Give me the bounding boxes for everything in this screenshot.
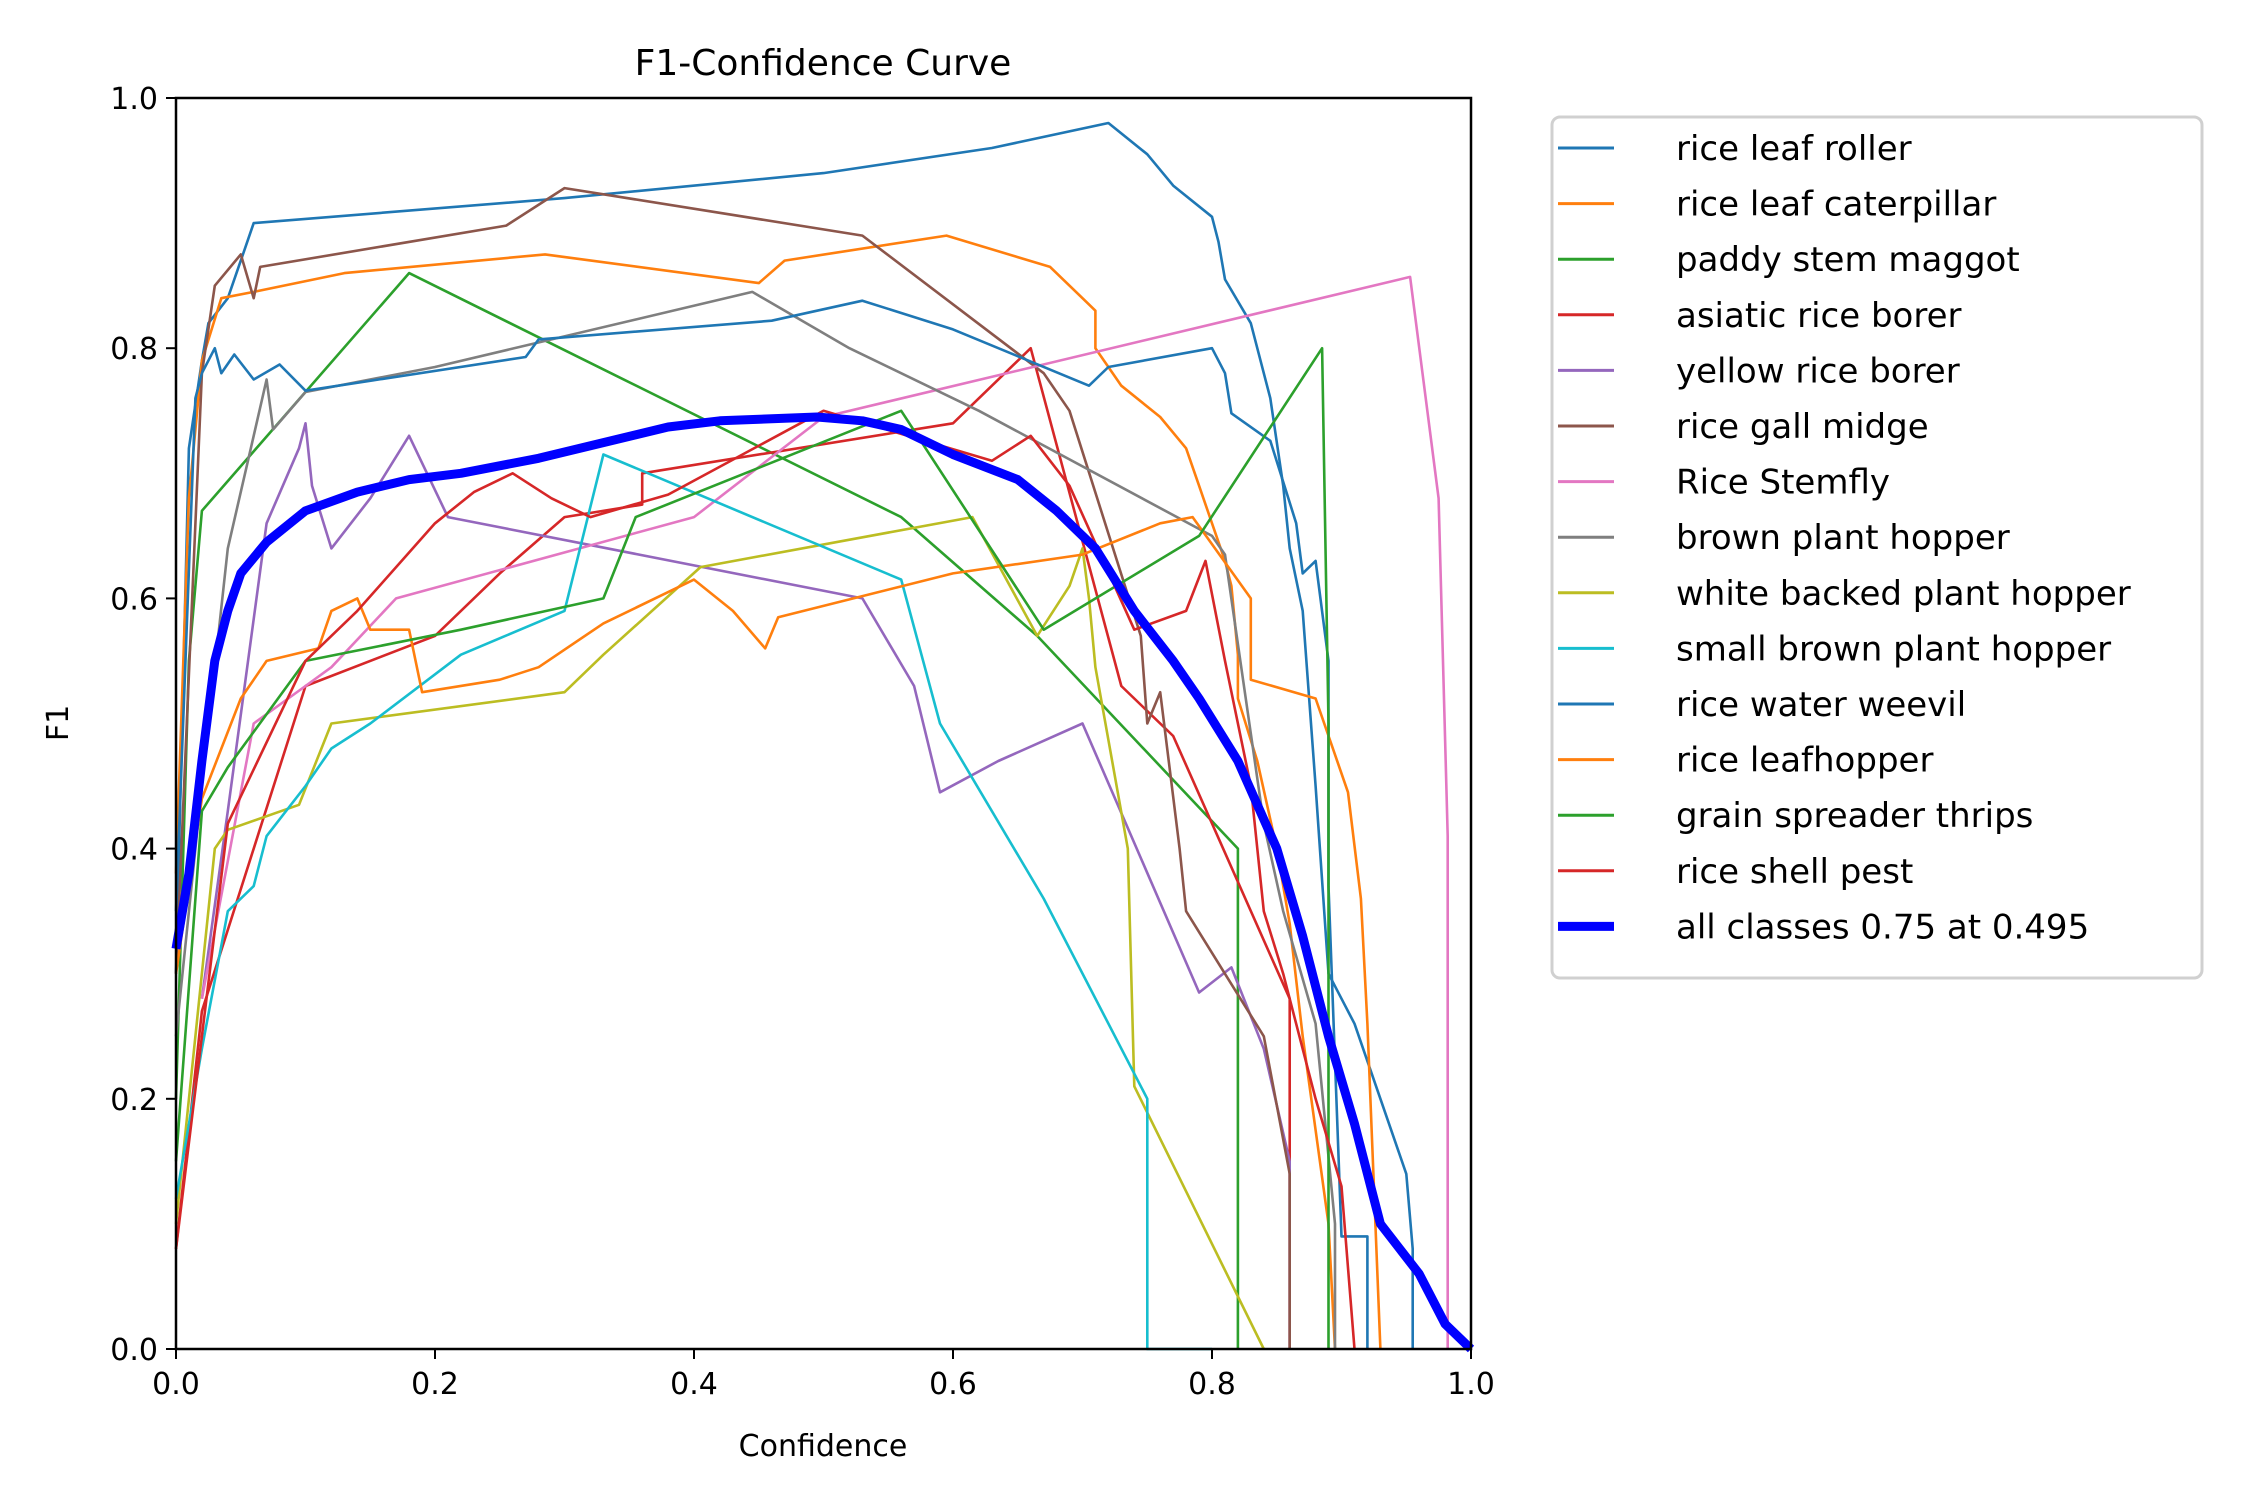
x-tick-label: 0.6 xyxy=(929,1367,977,1402)
x-tick-label: 0.4 xyxy=(670,1367,718,1402)
legend-label: grain spreader thrips xyxy=(1676,796,2033,836)
legend-item: asiatic rice borer xyxy=(1558,296,1961,336)
legend: rice leaf roller rice leaf caterpillar pad… xyxy=(1550,115,2204,980)
legend-item: paddy stem maggot xyxy=(1558,240,2020,280)
x-axis: 0.0 0.2 0.4 0.6 0.8 1.0 xyxy=(152,1349,1495,1402)
series-line-rice-leaf-roller xyxy=(174,121,1414,1349)
y-tick-label: 0.2 xyxy=(110,1083,158,1118)
series-line-all-classes-0-75-at-0-495 xyxy=(171,412,1475,1353)
legend-entries: rice leaf roller rice leaf caterpillar pad… xyxy=(1558,129,2131,947)
x-tick-label: 0.2 xyxy=(411,1367,459,1402)
legend-item: rice gall midge xyxy=(1558,407,1929,447)
legend-label: rice leafhopper xyxy=(1676,741,1933,781)
x-axis-label: Confidence xyxy=(739,1429,908,1464)
series-line-rice-shell-pest xyxy=(174,409,1356,1350)
series-line-small-brown-plant-hopper xyxy=(174,453,1212,1351)
legend-item: yellow rice borer xyxy=(1558,351,1960,391)
legend-item: white backed plant hopper xyxy=(1558,574,2131,614)
legend-label: rice gall midge xyxy=(1676,407,1929,447)
x-tick-label: 0.0 xyxy=(152,1367,200,1402)
y-tick-label: 0.6 xyxy=(110,582,158,617)
legend-label: paddy stem maggot xyxy=(1676,240,2020,280)
y-tick-label: 1.0 xyxy=(110,82,158,117)
legend-item: rice shell pest xyxy=(1558,852,1913,892)
legend-label: asiatic rice borer xyxy=(1676,296,1961,336)
legend-item: small brown plant hopper xyxy=(1558,629,2111,669)
legend-item: brown plant hopper xyxy=(1558,518,2010,558)
legend-item: rice leaf roller xyxy=(1558,129,1912,169)
series-line-white-backed-plant-hopper xyxy=(174,515,1265,1350)
legend-label: rice leaf caterpillar xyxy=(1676,185,1996,225)
legend-label: Rice Stemfly xyxy=(1676,463,1890,503)
y-tick-label: 0.0 xyxy=(110,1333,158,1368)
legend-label: white backed plant hopper xyxy=(1676,574,2131,614)
series-line-yellow-rice-borer xyxy=(200,422,1291,1349)
legend-item: rice leaf caterpillar xyxy=(1558,185,1996,225)
legend-item: Rice Stemfly xyxy=(1558,463,1890,503)
series-line-brown-plant-hopper xyxy=(174,290,1337,1349)
legend-label: rice water weevil xyxy=(1676,685,1966,725)
series-line-rice-leaf-caterpillar xyxy=(174,234,1337,1350)
legend-label: small brown plant hopper xyxy=(1676,629,2111,669)
y-tick-label: 0.8 xyxy=(110,332,158,367)
legend-label: brown plant hopper xyxy=(1676,518,2010,558)
legend-label: yellow rice borer xyxy=(1676,351,1960,391)
series-line-rice-water-weevil xyxy=(174,299,1369,1349)
series-line-rice-leafhopper xyxy=(174,515,1382,1350)
legend-item: rice water weevil xyxy=(1558,685,1966,725)
x-tick-label: 0.8 xyxy=(1188,1367,1236,1402)
plot-frame xyxy=(174,96,1473,1351)
legend-item: grain spreader thrips xyxy=(1558,796,2033,836)
x-tick-label: 1.0 xyxy=(1447,1367,1495,1402)
y-tick-label: 0.4 xyxy=(110,833,158,868)
legend-label: rice shell pest xyxy=(1676,852,1913,892)
legend-frame xyxy=(1550,115,2204,980)
legend-item: all classes 0.75 at 0.495 xyxy=(1558,907,2089,947)
y-axis: 0.0 0.2 0.4 0.6 0.8 1.0 xyxy=(110,82,176,1368)
y-axis-label: F1 xyxy=(41,705,76,741)
legend-label: rice leaf roller xyxy=(1676,129,1912,169)
chart-title: F1-Confidence Curve xyxy=(635,43,1012,84)
series-line-rice-gall-midge xyxy=(174,186,1291,1349)
legend-label: all classes 0.75 at 0.495 xyxy=(1676,907,2089,947)
series-line-grain-spreader-thrips xyxy=(174,346,1330,1349)
series-layer xyxy=(171,121,1475,1353)
legend-item: rice leafhopper xyxy=(1558,741,1933,781)
